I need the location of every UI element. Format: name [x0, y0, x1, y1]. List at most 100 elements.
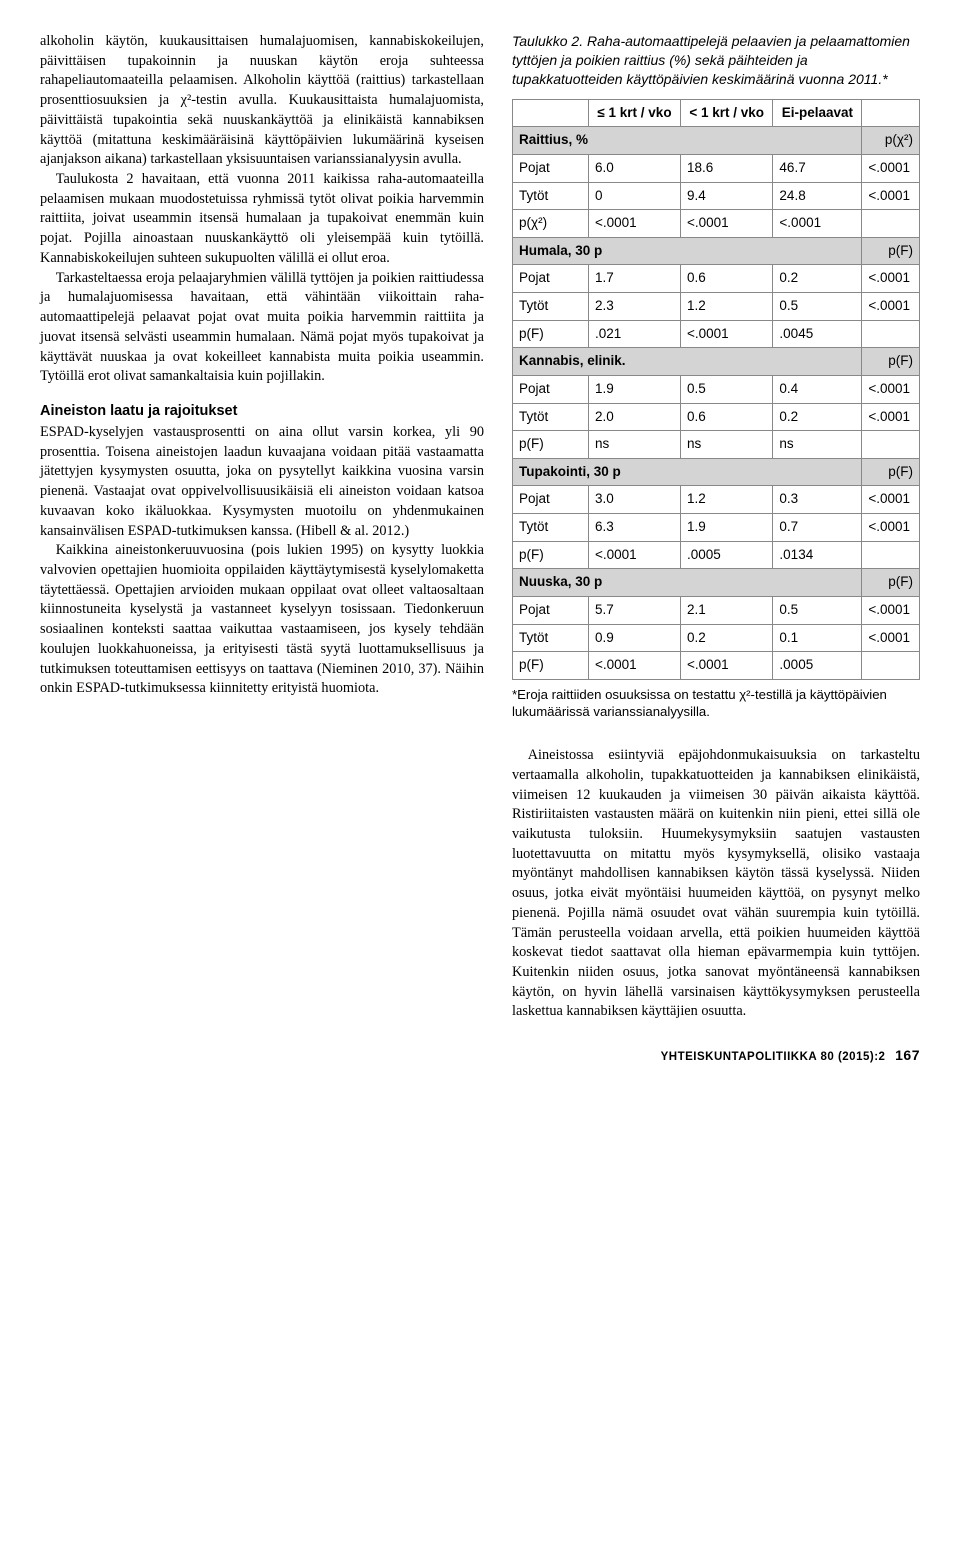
table-section-row: Tupakointi, 30 pp(F)	[513, 458, 920, 486]
table-row: Pojat5.72.10.5<.0001	[513, 596, 920, 624]
table-cell: ns	[773, 431, 862, 459]
table-cell: 1.2	[680, 293, 772, 321]
table-header: ≤ 1 krt / vko	[589, 99, 681, 127]
table-cell: Pojat	[513, 375, 589, 403]
page-number: 167	[895, 1047, 920, 1063]
table-cell: <.0001	[862, 596, 920, 624]
section-heading: Aineiston laatu ja rajoitukset	[40, 401, 484, 421]
table-cell: <.0001	[862, 514, 920, 542]
body-paragraph: Kaikkina aineistonkeruuvuosina (pois luk…	[40, 541, 484, 699]
table-cell: <.0001	[589, 652, 681, 680]
table-cell: .021	[589, 320, 681, 348]
table-cell: <.0001	[862, 403, 920, 431]
table-cell: 0.3	[773, 486, 862, 514]
table-cell: <.0001	[680, 320, 772, 348]
table-cell: 0.9	[589, 624, 681, 652]
table-cell: Pojat	[513, 486, 589, 514]
table-cell: .0005	[773, 652, 862, 680]
table-cell: Tytöt	[513, 403, 589, 431]
table-header-blank	[513, 99, 589, 127]
table-section-name: Nuuska, 30 p	[513, 569, 862, 597]
table-row: p(χ²)<.0001<.0001<.0001	[513, 210, 920, 238]
table-cell: 1.9	[589, 375, 681, 403]
table-cell: 0.6	[680, 265, 772, 293]
table-row: p(F)<.0001.0005.0134	[513, 541, 920, 569]
table-cell: 9.4	[680, 182, 772, 210]
table-cell: .0005	[680, 541, 772, 569]
table-header: Ei-pelaavat	[773, 99, 862, 127]
table-section-name: Raittius, %	[513, 127, 862, 155]
table-row: Tytöt2.31.20.5<.0001	[513, 293, 920, 321]
table-cell: <.0001	[862, 265, 920, 293]
table-cell: 0.5	[680, 375, 772, 403]
table-cell: Pojat	[513, 596, 589, 624]
table-section-row: Kannabis, elinik.p(F)	[513, 348, 920, 376]
right-column: Taulukko 2. Raha-automaattipelejä pelaav…	[512, 32, 920, 1022]
table-row: p(F)<.0001<.0001.0005	[513, 652, 920, 680]
table-cell: ns	[680, 431, 772, 459]
table-section-stat: p(F)	[862, 348, 920, 376]
table-cell: 0.7	[773, 514, 862, 542]
table-cell: 1.9	[680, 514, 772, 542]
table-cell: 0	[589, 182, 681, 210]
table-cell: <.0001	[862, 624, 920, 652]
table-cell: 1.7	[589, 265, 681, 293]
table-row: Tytöt09.424.8<.0001	[513, 182, 920, 210]
table-cell: p(F)	[513, 320, 589, 348]
table-section-row: Humala, 30 pp(F)	[513, 237, 920, 265]
table-cell: p(χ²)	[513, 210, 589, 238]
table-caption: Taulukko 2. Raha-automaattipelejä pelaav…	[512, 32, 920, 89]
table-cell: 2.0	[589, 403, 681, 431]
table-cell: <.0001	[773, 210, 862, 238]
table-cell: ns	[589, 431, 681, 459]
table-cell: 3.0	[589, 486, 681, 514]
table-section-stat: p(F)	[862, 237, 920, 265]
table-cell: p(F)	[513, 541, 589, 569]
table-cell: Pojat	[513, 154, 589, 182]
table-section-stat: p(χ²)	[862, 127, 920, 155]
body-paragraph: ESPAD-kyselyjen vastausprosentti on aina…	[40, 423, 484, 541]
table-cell	[862, 652, 920, 680]
table-cell: 24.8	[773, 182, 862, 210]
left-column: alkoholin käytön, kuukausittaisen humala…	[40, 32, 484, 1022]
table-cell: <.0001	[589, 541, 681, 569]
body-paragraph: Taulukosta 2 havaitaan, että vuonna 2011…	[40, 170, 484, 269]
table-section-row: Nuuska, 30 pp(F)	[513, 569, 920, 597]
table-cell: 1.2	[680, 486, 772, 514]
data-table: ≤ 1 krt / vko < 1 krt / vko Ei-pelaavat …	[512, 99, 920, 680]
table-cell: 0.5	[773, 596, 862, 624]
table-cell: <.0001	[862, 375, 920, 403]
table-row: Tytöt2.00.60.2<.0001	[513, 403, 920, 431]
table-cell: 6.0	[589, 154, 681, 182]
table-cell: 5.7	[589, 596, 681, 624]
table-cell	[862, 320, 920, 348]
table-row: p(F).021<.0001.0045	[513, 320, 920, 348]
table-cell: 0.6	[680, 403, 772, 431]
table-cell: 0.2	[773, 265, 862, 293]
table-header-blank	[862, 99, 920, 127]
table-cell: <.0001	[680, 652, 772, 680]
table-row: p(F)nsnsns	[513, 431, 920, 459]
table-cell: <.0001	[862, 154, 920, 182]
table-cell: p(F)	[513, 652, 589, 680]
table-section-name: Humala, 30 p	[513, 237, 862, 265]
table-row: Pojat6.018.646.7<.0001	[513, 154, 920, 182]
table-cell: Tytöt	[513, 293, 589, 321]
table-row: Pojat1.70.60.2<.0001	[513, 265, 920, 293]
table-cell: p(F)	[513, 431, 589, 459]
table-cell: <.0001	[862, 293, 920, 321]
table-cell: Tytöt	[513, 514, 589, 542]
table-cell: Tytöt	[513, 624, 589, 652]
table-cell: 2.3	[589, 293, 681, 321]
table-section-stat: p(F)	[862, 458, 920, 486]
table-cell: <.0001	[589, 210, 681, 238]
table-cell: .0134	[773, 541, 862, 569]
table-cell: 0.5	[773, 293, 862, 321]
table-header: < 1 krt / vko	[680, 99, 772, 127]
page-footer: YHTEISKUNTAPOLITIIKKA 80 (2015):2 167	[40, 1046, 920, 1066]
table-cell: <.0001	[680, 210, 772, 238]
table-cell: 6.3	[589, 514, 681, 542]
table-section-row: Raittius, %p(χ²)	[513, 127, 920, 155]
table-cell: 0.1	[773, 624, 862, 652]
table-cell	[862, 210, 920, 238]
